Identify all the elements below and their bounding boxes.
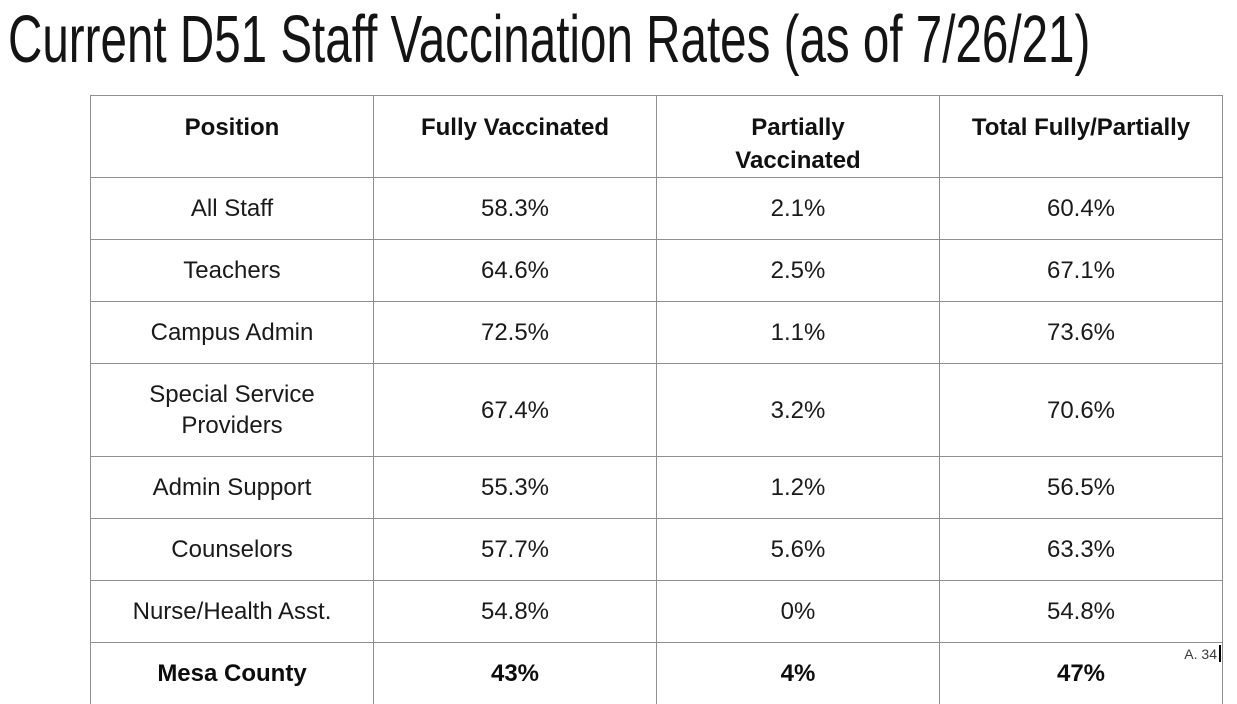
position-cell[interactable]: Admin Support — [90, 456, 374, 519]
table-body: All Staff 58.3% 2.1% 60.4% Teachers 64.6% 2.5%… — [90, 177, 1223, 704]
column-header: Fully Vaccinated — [373, 95, 657, 178]
page-annotation[interactable]: A. 34 — [1181, 645, 1221, 664]
column-header: Partially Vaccinated — [656, 95, 940, 178]
table-row: Nurse/Health Asst. 54.8% 0% 54.8% — [90, 580, 1223, 643]
partially-vaccinated-cell[interactable]: 1.1% — [656, 301, 940, 364]
position-cell[interactable]: Teachers — [90, 239, 374, 302]
total-cell[interactable]: 73.6% — [939, 301, 1223, 364]
table-row: Campus Admin 72.5% 1.1% 73.6% — [90, 301, 1223, 364]
table-row: Counselors 57.7% 5.6% 63.3% — [90, 518, 1223, 581]
fully-vaccinated-cell[interactable]: 54.8% — [373, 580, 657, 643]
column-header: Position — [90, 95, 374, 178]
table-row: All Staff 58.3% 2.1% 60.4% — [90, 177, 1223, 240]
position-cell[interactable]: All Staff — [90, 177, 374, 240]
table-row: Special Service Providers 67.4% 3.2% 70.6% — [90, 363, 1223, 457]
partially-vaccinated-cell[interactable]: 0% — [656, 580, 940, 643]
vaccination-table: Position Fully Vaccinated Partially Vaccin… — [90, 95, 1223, 704]
total-cell[interactable]: 54.8% — [939, 580, 1223, 643]
column-header: Total Fully/Partially — [939, 95, 1223, 178]
table-header-row: Position Fully Vaccinated Partially Vaccin… — [90, 95, 1223, 178]
total-cell[interactable]: 63.3% — [939, 518, 1223, 581]
table-row: Admin Support 55.3% 1.2% 56.5% — [90, 456, 1223, 519]
total-cell[interactable]: 56.5% — [939, 456, 1223, 519]
partially-vaccinated-cell[interactable]: 2.5% — [656, 239, 940, 302]
total-cell[interactable]: 67.1% — [939, 239, 1223, 302]
annotation-label: A. 34 — [1184, 646, 1217, 662]
fully-vaccinated-cell[interactable]: 72.5% — [373, 301, 657, 364]
fully-vaccinated-cell[interactable]: 57.7% — [373, 518, 657, 581]
position-cell[interactable]: Special Service Providers — [90, 363, 374, 457]
total-cell[interactable]: 70.6% — [939, 363, 1223, 457]
position-cell[interactable]: Campus Admin — [90, 301, 374, 364]
fully-vaccinated-cell[interactable]: 55.3% — [373, 456, 657, 519]
position-cell[interactable]: Counselors — [90, 518, 374, 581]
page-title[interactable]: Current D51 Staff Vaccination Rates (as … — [8, 2, 1091, 77]
text-cursor — [1219, 645, 1221, 662]
fully-vaccinated-cell[interactable]: 58.3% — [373, 177, 657, 240]
partially-vaccinated-cell[interactable]: 4% — [656, 642, 940, 704]
fully-vaccinated-cell[interactable]: 64.6% — [373, 239, 657, 302]
table-row: Teachers 64.6% 2.5% 67.1% — [90, 239, 1223, 302]
partially-vaccinated-cell[interactable]: 2.1% — [656, 177, 940, 240]
partially-vaccinated-cell[interactable]: 3.2% — [656, 363, 940, 457]
fully-vaccinated-cell[interactable]: 67.4% — [373, 363, 657, 457]
position-cell[interactable]: Mesa County — [90, 642, 374, 704]
fully-vaccinated-cell[interactable]: 43% — [373, 642, 657, 704]
total-cell[interactable]: 60.4% — [939, 177, 1223, 240]
total-cell[interactable]: 47% — [939, 642, 1223, 704]
partially-vaccinated-cell[interactable]: 1.2% — [656, 456, 940, 519]
table-row: Mesa County 43% 4% 47% — [90, 642, 1223, 704]
position-cell[interactable]: Nurse/Health Asst. — [90, 580, 374, 643]
partially-vaccinated-cell[interactable]: 5.6% — [656, 518, 940, 581]
